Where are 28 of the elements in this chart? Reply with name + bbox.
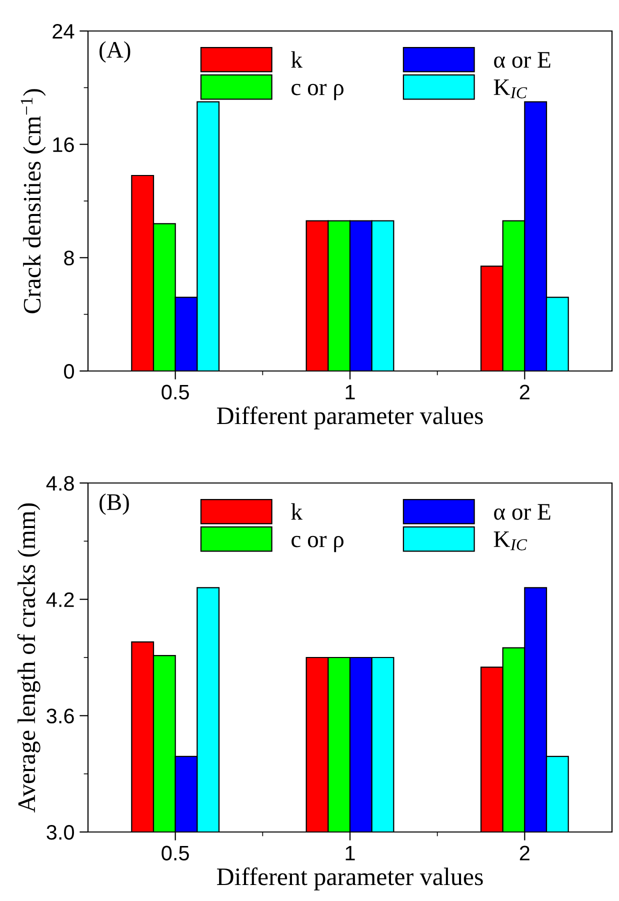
y-tick-label: 4.8 [46,476,74,491]
y-tick-label: 4.2 [46,592,74,607]
annotation: (B) [100,493,129,515]
y-axis-title: Average length of cracks (mm) [17,503,40,813]
legend-label: K$_{IC}$ [494,79,528,98]
y-axis-title: Crack densities (cm$^{−1}$) [20,89,46,314]
y-tick-label: 3.6 [46,708,74,724]
legend-label: c or ρ [292,536,344,552]
x-tick-label: 2 [520,384,530,400]
legend-label: c or ρ [292,84,344,100]
legend-label: k [291,503,302,520]
y-tick-label: 0 [64,364,74,379]
x-tick-label: 1 [346,384,355,400]
x-tick-label: 1 [346,846,355,860]
legend-label: K$_{IC}$ [494,531,528,550]
legend-label: k [291,51,302,68]
y-tick-label: 24 [52,24,74,39]
legend-label: α or E [494,52,550,68]
y-tick-label: 3.0 [46,825,74,840]
legend-label: α or E [494,504,550,520]
x-tick-label: 0.5 [162,846,189,860]
annotation: (A) [100,41,130,63]
x-tick-label: 2 [520,846,530,860]
x-tick-label: 0.5 [162,384,189,400]
x-axis-title: Different parameter values [216,406,483,430]
y-tick-label: 8 [64,250,74,266]
x-axis-title: Different parameter values [216,867,483,890]
y-tick-label: 16 [53,137,74,152]
